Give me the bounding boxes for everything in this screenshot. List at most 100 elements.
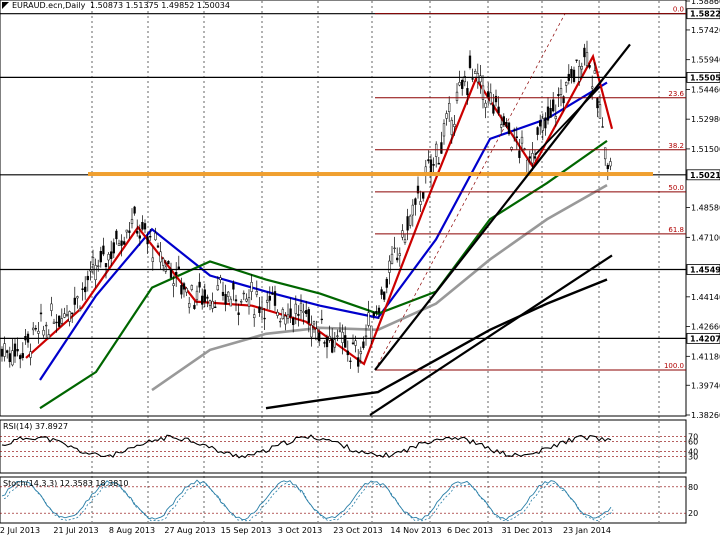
candle-body <box>448 103 451 112</box>
candle-body <box>123 241 126 245</box>
candle-body <box>266 299 269 303</box>
candle-body <box>307 309 310 323</box>
candle-body <box>99 251 102 263</box>
price-tick-label: 1.55940 <box>691 56 720 65</box>
candle-body <box>102 245 105 255</box>
candle-body <box>8 353 11 363</box>
price-highlight-box <box>686 332 720 344</box>
candle-body <box>94 265 97 281</box>
candle-body <box>380 289 383 295</box>
candle-body <box>606 164 609 170</box>
candle-body <box>3 343 6 357</box>
candle-body <box>323 342 326 344</box>
price-highlight-box <box>686 169 720 181</box>
candle-body <box>34 328 37 330</box>
candle-body <box>175 271 178 276</box>
candle-body <box>81 288 84 290</box>
candle-body <box>162 258 165 266</box>
price-tick-label: 1.54460 <box>691 85 720 94</box>
candle-body <box>224 294 227 305</box>
candle-body <box>253 314 256 318</box>
candle-body <box>19 355 22 360</box>
candle-body <box>474 71 477 74</box>
candle-body <box>552 99 555 112</box>
candle-body <box>604 147 607 160</box>
candle-body <box>258 306 261 313</box>
candle-body <box>229 298 232 307</box>
candle-body <box>138 235 141 239</box>
candle-body <box>377 307 381 313</box>
fib-labels: 0.0 23.6 38.2 50.0 61.8 100.0 <box>664 6 685 370</box>
candle-body <box>104 263 108 268</box>
candle-body <box>541 118 544 131</box>
candle-body <box>320 318 323 321</box>
price-highlight-box <box>686 264 720 275</box>
price-tick-label: 1.48580 <box>691 204 720 213</box>
candle-body <box>245 298 248 302</box>
candle-body <box>596 97 599 109</box>
date-tick-label: 15 Sep 2013 <box>221 526 272 535</box>
candle-body <box>505 122 508 127</box>
candle-body <box>195 290 199 300</box>
candle-body <box>526 159 529 174</box>
candle-body <box>32 327 35 331</box>
price-tick-label: 1.42660 <box>691 323 720 332</box>
candle-body <box>172 283 175 286</box>
candle-body <box>528 156 531 159</box>
fib-label: 0.0 <box>673 6 684 14</box>
candle-body <box>84 286 87 293</box>
candle-body <box>232 282 235 290</box>
price-candles <box>0 40 612 373</box>
candle-body <box>572 69 576 82</box>
candle-body <box>60 318 63 324</box>
candle-body <box>507 122 511 135</box>
candle-body <box>250 282 253 292</box>
candle-body <box>268 295 271 301</box>
candle-body <box>52 321 56 324</box>
candle-body <box>45 324 48 327</box>
date-tick-label: 23 Jan 2014 <box>563 526 611 535</box>
candle-body <box>331 337 334 353</box>
candle-body <box>510 147 513 150</box>
candle-body <box>583 47 586 58</box>
candle-body <box>159 251 162 263</box>
candle-body <box>128 230 131 233</box>
date-tick-label: 14 Nov 2013 <box>390 526 441 535</box>
stoch-signal-line <box>3 482 614 522</box>
candle-body <box>167 260 170 265</box>
candle-body <box>240 301 243 303</box>
ma-trend-line <box>265 278 608 410</box>
candle-body <box>481 85 485 100</box>
candle-body <box>336 335 339 337</box>
candle-body <box>247 297 251 307</box>
candle-body <box>271 293 274 295</box>
candle-body <box>411 204 414 216</box>
stoch-label: Stoch(14,3,3) 12.3583 18.3810 <box>3 479 129 488</box>
candle-body <box>333 339 336 348</box>
candle-body <box>297 313 300 316</box>
candle-body <box>455 91 459 101</box>
candle-body <box>47 334 50 339</box>
candle-body <box>234 299 238 302</box>
candle-body <box>416 185 420 194</box>
candle-body <box>312 321 316 325</box>
candle-body <box>289 308 292 317</box>
date-tick-label: 3 Oct 2013 <box>278 526 322 535</box>
candle-body <box>588 65 591 68</box>
candle-body <box>562 96 565 104</box>
candle-body <box>479 75 482 83</box>
rsi-level-label: 60 <box>688 437 698 446</box>
candle-body <box>403 239 407 243</box>
rsi-label: RSI(14) 37.8927 <box>3 422 68 431</box>
candle-body <box>71 312 74 315</box>
candle-body <box>539 120 542 127</box>
candle-body <box>39 312 43 315</box>
candle-body <box>146 236 149 245</box>
candle-body <box>549 108 552 118</box>
date-tick-label: 23 Oct 2013 <box>333 526 382 535</box>
candle-body <box>578 65 581 82</box>
candle-body <box>292 317 295 325</box>
candle-body <box>565 82 568 86</box>
